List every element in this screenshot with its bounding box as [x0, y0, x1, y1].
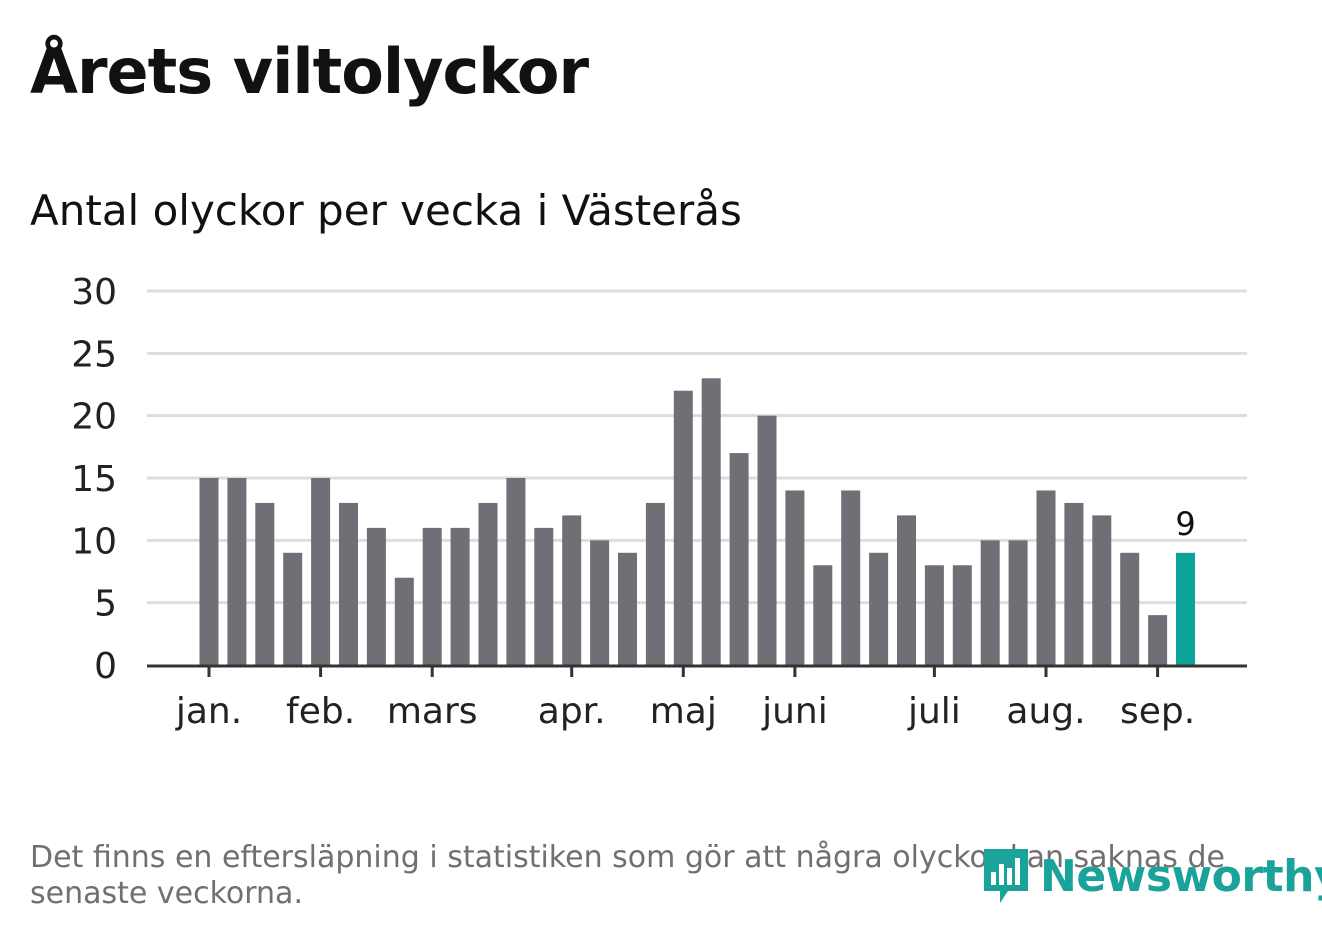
bar [394, 577, 414, 665]
bar [339, 502, 358, 665]
x-tick-label: juli [907, 691, 961, 732]
bar [506, 478, 526, 665]
bar [478, 502, 498, 665]
y-tick-label: 20 [71, 397, 117, 438]
bar [255, 502, 275, 665]
brand-logo: Newsworthy [980, 845, 1322, 907]
x-tick-label: juni [761, 691, 828, 732]
bar [869, 552, 889, 665]
x-tick-label: sep. [1120, 691, 1195, 732]
bar [785, 490, 805, 665]
bar [450, 527, 470, 665]
y-tick-label: 25 [71, 334, 117, 375]
bar [924, 565, 944, 665]
bar [562, 515, 582, 665]
bar [952, 565, 972, 665]
y-tick-label: 15 [71, 459, 117, 500]
y-tick-label: 10 [71, 521, 117, 562]
bar [590, 540, 610, 665]
y-tick-label: 5 [94, 584, 117, 625]
y-tick-label: 0 [94, 646, 117, 687]
chart-subtitle: Antal olyckor per vecka i Västerås [30, 186, 742, 235]
x-tick-label: apr. [538, 691, 606, 732]
bar [534, 527, 554, 665]
bar [1120, 552, 1140, 665]
x-tick-label: jan. [175, 691, 242, 732]
bar [897, 515, 916, 665]
bar [729, 453, 749, 665]
x-tick-label: maj [650, 691, 717, 732]
bar [227, 478, 247, 665]
bar [980, 540, 1000, 665]
bar [1176, 552, 1195, 665]
x-tick-label: aug. [1006, 691, 1085, 732]
bar [1092, 515, 1112, 665]
bar [283, 552, 303, 665]
bar [1008, 540, 1028, 665]
bar-chart-speech-bubble-icon [984, 849, 1028, 903]
bar-chart: 0 5 10 15 20 25 30 9 jan. feb. mars apr. maj juni juli… [71, 272, 1247, 732]
x-tick-label: mars [387, 691, 478, 732]
data-label: 9 [1175, 505, 1195, 543]
bar [673, 390, 693, 665]
bar [841, 490, 861, 665]
x-tick-label: feb. [286, 691, 355, 732]
brand-name: Newsworthy [1040, 850, 1322, 902]
bar [366, 527, 386, 665]
bar [1064, 502, 1084, 665]
bar [701, 378, 721, 665]
y-tick-label: 30 [71, 272, 117, 313]
bar [645, 502, 665, 665]
bar [1148, 615, 1168, 665]
bar [757, 415, 777, 665]
bar [199, 478, 219, 665]
bar [618, 552, 637, 665]
chart-title: Årets viltolyckor [30, 35, 589, 108]
bar [311, 478, 331, 665]
bar [813, 565, 833, 665]
bar [1036, 490, 1056, 665]
bar [422, 527, 442, 665]
